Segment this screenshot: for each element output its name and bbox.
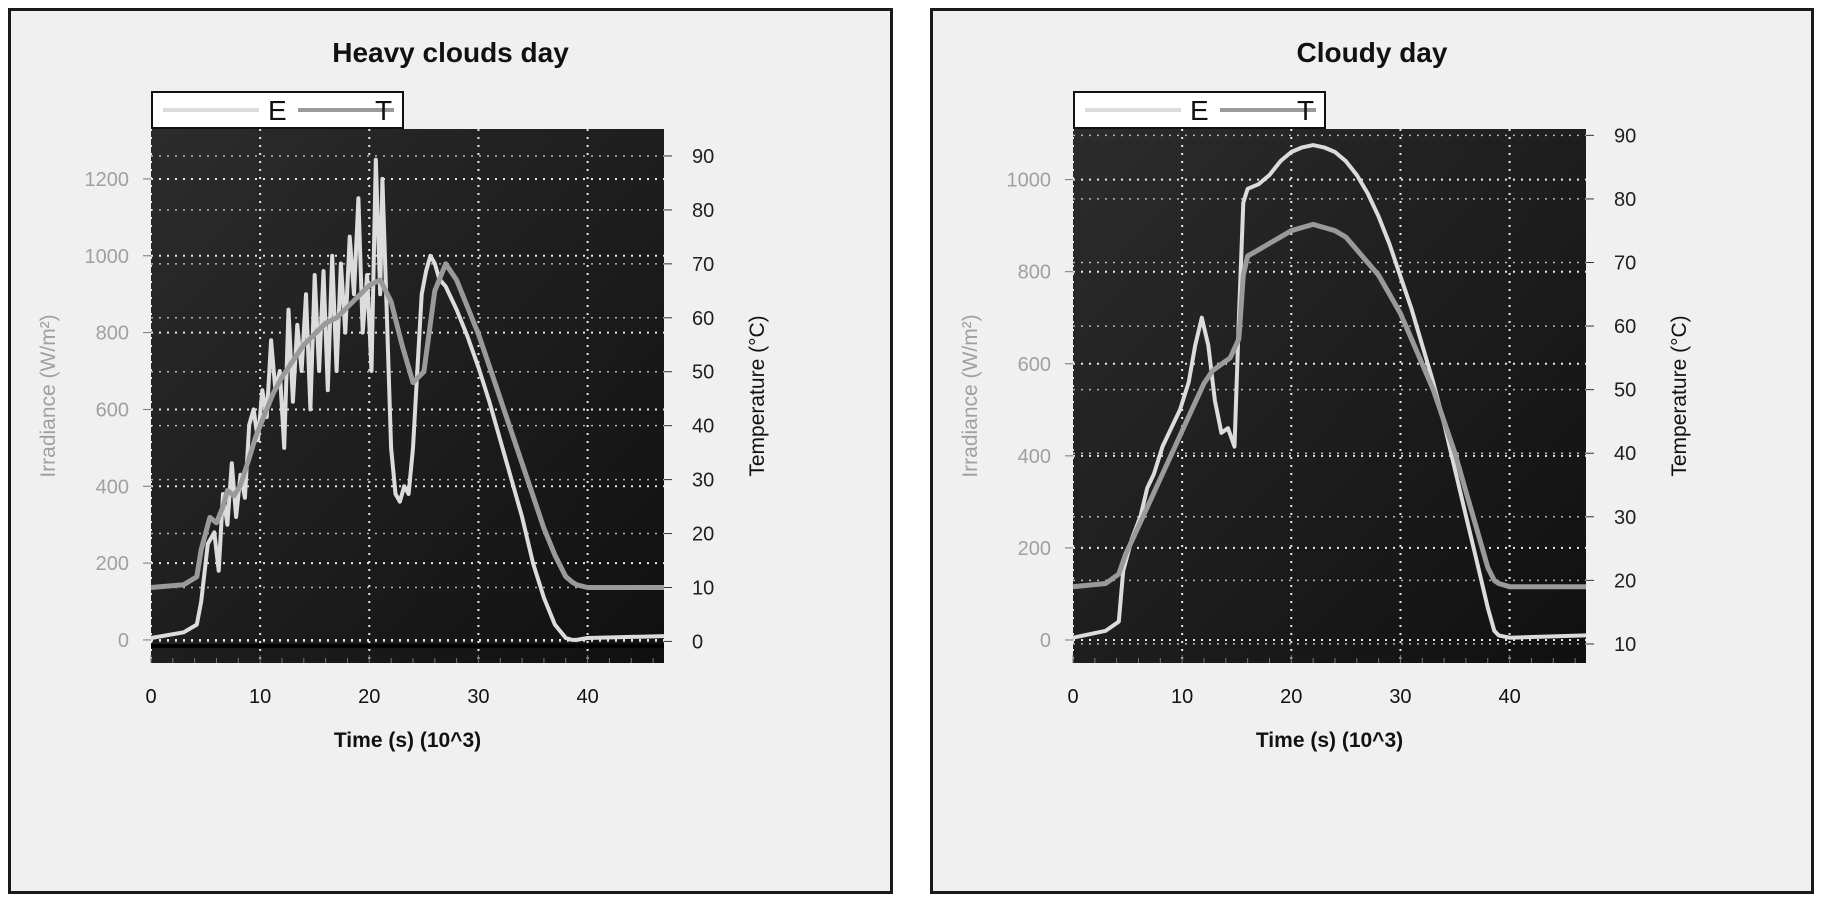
x-tick-label: 0 bbox=[1067, 686, 1078, 708]
legend-swatch-t bbox=[1220, 108, 1316, 112]
y-tick-label: 1000 bbox=[85, 246, 130, 268]
series-line-t bbox=[150, 261, 664, 590]
chart-title: Cloudy day bbox=[1296, 37, 1448, 68]
plot-baseline-band bbox=[151, 644, 664, 648]
y2-axis-label: Temperature (°C) bbox=[746, 315, 769, 476]
x-axis-label: Time (s) (10^3) bbox=[334, 729, 481, 752]
y2-tick-label: 70 bbox=[1614, 253, 1636, 275]
legend-label-t: T bbox=[1297, 95, 1315, 126]
series-line-t bbox=[1072, 221, 1586, 590]
y2-tick-label: 50 bbox=[692, 362, 714, 384]
y2-tick-label: 80 bbox=[1614, 189, 1636, 211]
x-tick-label: 10 bbox=[1171, 686, 1193, 708]
y2-axis-label: Temperature (°C) bbox=[1668, 315, 1691, 476]
x-tick-label: 20 bbox=[358, 686, 380, 708]
chart-panel-heavy-clouds: Heavy clouds day E T 0 200 400 600 800 1000 12… bbox=[8, 8, 893, 894]
y2-tick-label: 40 bbox=[1614, 443, 1636, 465]
y-tick-label: 1000 bbox=[1007, 170, 1052, 192]
legend-swatch-t bbox=[298, 108, 394, 112]
x-tick-label: 10 bbox=[249, 686, 271, 708]
y-tick-label: 400 bbox=[1018, 446, 1051, 468]
y-tick-label: 400 bbox=[96, 476, 129, 498]
legend-swatch-e bbox=[163, 108, 259, 112]
x-tick-label: 20 bbox=[1280, 686, 1302, 708]
legend-swatch-e bbox=[1085, 108, 1181, 112]
chart-title: Heavy clouds day bbox=[332, 37, 569, 68]
y-tick-label: 800 bbox=[1018, 262, 1051, 284]
x-tick-label: 30 bbox=[1389, 686, 1411, 708]
y2-tick-label: 10 bbox=[692, 577, 714, 599]
chart-plot-heavy-clouds: 0200400600800100012000102030405060708090… bbox=[37, 129, 769, 752]
y-tick-label: 200 bbox=[96, 553, 129, 575]
legend-label-t: T bbox=[375, 95, 393, 126]
chart-legend: E T bbox=[151, 91, 404, 129]
y2-tick-label: 60 bbox=[692, 308, 714, 330]
y2-tick-label: 40 bbox=[692, 416, 714, 438]
y-tick-label: 1200 bbox=[85, 169, 130, 191]
y2-tick-label: 90 bbox=[692, 146, 714, 168]
y-tick-label: 200 bbox=[1018, 538, 1051, 560]
y2-tick-label: 30 bbox=[1614, 507, 1636, 529]
y-axis-label: Irradiance (W/m²) bbox=[37, 314, 60, 477]
x-axis-label: Time (s) (10^3) bbox=[1256, 729, 1403, 752]
y-tick-label: 0 bbox=[118, 630, 129, 652]
x-tick-label: 40 bbox=[576, 686, 598, 708]
y2-tick-label: 20 bbox=[692, 524, 714, 546]
y2-tick-label: 70 bbox=[692, 254, 714, 276]
chart-plot-cloudy: 0 200 400 600 800 1000 10 20 30 40 50 60 70 80 90 0 10 20… bbox=[959, 125, 1691, 752]
legend-label-e: E bbox=[1190, 95, 1209, 126]
y2-tick-label: 50 bbox=[1614, 380, 1636, 402]
x-tick-label: 30 bbox=[467, 686, 489, 708]
plot-area bbox=[151, 129, 664, 663]
series-line-e bbox=[150, 157, 665, 642]
y2-tick-label: 20 bbox=[1614, 570, 1636, 592]
y-tick-label: 0 bbox=[1040, 630, 1051, 652]
y-axis-label: Irradiance (W/m²) bbox=[959, 314, 982, 477]
y2-tick-label: 30 bbox=[692, 470, 714, 492]
chart-legend: E T bbox=[1073, 91, 1326, 129]
legend-label-e: E bbox=[268, 95, 287, 126]
y2-tick-label: 80 bbox=[692, 200, 714, 222]
x-tick-label: 0 bbox=[145, 686, 156, 708]
y2-tick-label: 0 bbox=[692, 631, 703, 653]
y2-tick-label: 90 bbox=[1614, 125, 1636, 147]
chart-panel-cloudy: Cloudy day E T 0 200 400 600 800 1000 10 20 30 40… bbox=[930, 8, 1814, 894]
y-tick-label: 600 bbox=[96, 399, 129, 421]
y-tick-label: 800 bbox=[96, 323, 129, 345]
y-tick-label: 600 bbox=[1018, 354, 1051, 376]
x-tick-label: 40 bbox=[1498, 686, 1520, 708]
y2-tick-label: 10 bbox=[1614, 634, 1636, 656]
y2-tick-label: 60 bbox=[1614, 316, 1636, 338]
plot-area bbox=[1073, 129, 1586, 663]
